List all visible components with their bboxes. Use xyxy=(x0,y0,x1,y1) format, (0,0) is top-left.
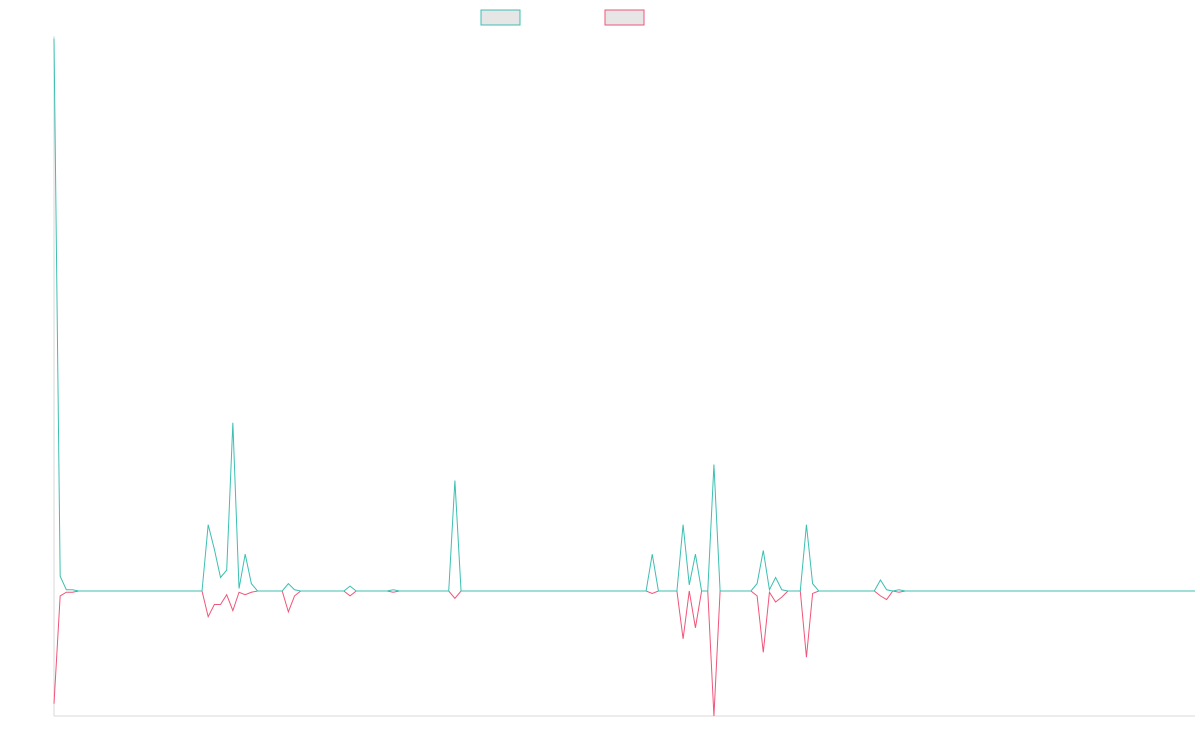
axes xyxy=(53,36,1195,717)
series-line-2 xyxy=(53,590,1195,717)
legend xyxy=(480,9,645,26)
legend-swatch-series-1[interactable] xyxy=(480,9,521,26)
plot-area xyxy=(53,38,1195,717)
legend-swatch-series-2[interactable] xyxy=(604,9,645,26)
series-line-1 xyxy=(53,38,1195,592)
